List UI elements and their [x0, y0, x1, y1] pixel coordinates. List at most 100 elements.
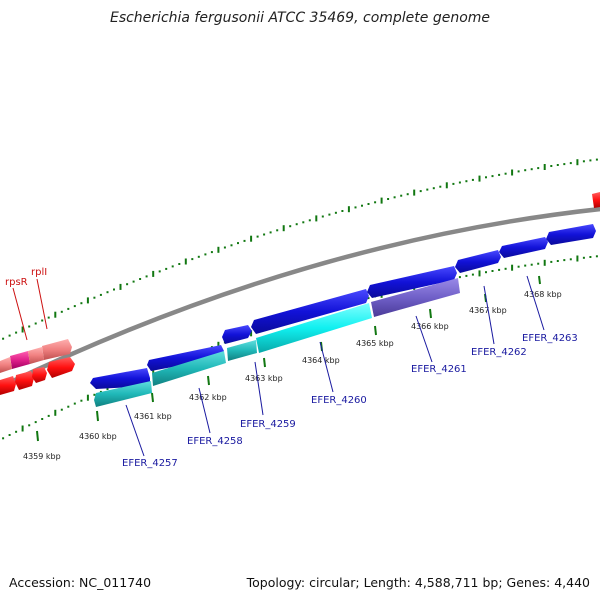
- guide-dot: [563, 259, 566, 262]
- guide-dot: [556, 164, 559, 166]
- guide-dot: [452, 182, 455, 185]
- gene-feature-pink-2: [28, 347, 44, 364]
- guide-dot: [321, 215, 324, 218]
- gene-feature-forward-5: [367, 266, 457, 298]
- scale-tick-label: 4362 kbp: [189, 393, 227, 402]
- guide-dot: [380, 197, 383, 204]
- guide-dot: [361, 204, 363, 207]
- gene-label-efer-4262: EFER_4262: [471, 347, 527, 358]
- guide-dot: [563, 163, 566, 166]
- guide-dot: [406, 193, 409, 196]
- map-title: Escherichia fergusonii ATCC 35469, compl…: [109, 10, 491, 26]
- guide-dot: [582, 256, 585, 259]
- gene-labels: EFER_4257 EFER_4258 EFER_4259 EFER_4260 …: [5, 267, 578, 469]
- gene-label-efer-4260: EFER_4260: [311, 395, 367, 406]
- guide-dot: [341, 210, 344, 212]
- genome-backbone: [0, 206, 600, 390]
- guide-dot: [263, 233, 266, 236]
- guide-dot: [145, 275, 148, 278]
- guide-dot: [67, 405, 70, 408]
- gene-feature-forward-3: [222, 325, 252, 344]
- guide-dot: [491, 270, 494, 272]
- guide-dot: [99, 390, 102, 393]
- gene-feature-rpsr: [10, 351, 30, 369]
- gene-feature-forward-4: [251, 289, 369, 334]
- guide-dot: [126, 283, 129, 286]
- guide-dot: [471, 178, 474, 181]
- guide-dot: [139, 278, 142, 280]
- guide-dot: [217, 341, 220, 348]
- guide-dot: [2, 337, 5, 340]
- guide-dot: [223, 246, 226, 249]
- guide-dot: [217, 246, 220, 253]
- guide-dot: [93, 393, 96, 396]
- guide-dot: [8, 334, 11, 337]
- guide-dot: [158, 270, 161, 273]
- guide-dot: [269, 231, 272, 234]
- guide-dot: [250, 235, 253, 242]
- guide-dot: [550, 165, 553, 167]
- guide-dot: [458, 276, 461, 279]
- guide-dot: [54, 409, 57, 416]
- guide-dot: [595, 158, 598, 161]
- guide-dot: [165, 267, 168, 270]
- guide-dot: [530, 263, 533, 266]
- guide-dot: [106, 291, 109, 294]
- guide-dot: [113, 288, 115, 291]
- guide-dot: [86, 394, 89, 401]
- guide-dot: [530, 168, 533, 171]
- gene-label-efer-4263: EFER_4263: [522, 333, 578, 344]
- guide-dot: [99, 293, 102, 296]
- guide-dot: [41, 418, 44, 420]
- scale-tick-label: 4361 kbp: [134, 412, 172, 421]
- guide-dot: [517, 170, 520, 173]
- guide-dot: [60, 310, 63, 313]
- scale-tick-label: 4364 kbp: [302, 356, 340, 365]
- guide-dot: [367, 203, 370, 205]
- guide-dot: [237, 242, 239, 245]
- guide-dot: [439, 185, 442, 188]
- guide-dot: [504, 172, 507, 175]
- guide-dot: [21, 425, 24, 432]
- guide-dot: [537, 262, 540, 265]
- guide-dot: [204, 253, 207, 256]
- scale-tick-label: 4359 kbp: [23, 452, 61, 461]
- guide-dot: [367, 297, 370, 300]
- guide-dot: [511, 169, 514, 176]
- gene-feature-efer-4261: [371, 278, 460, 317]
- gene-label-efer-4258: EFER_4258: [187, 436, 243, 447]
- guide-dot: [374, 201, 377, 204]
- gene-feature-forward-8: [546, 224, 596, 245]
- guide-dot: [556, 260, 559, 262]
- guide-dot: [485, 176, 487, 179]
- guide-dot: [537, 167, 540, 170]
- gene-feature-pink-1: [0, 357, 12, 373]
- guide-dot: [60, 408, 63, 411]
- guide-dot: [524, 169, 527, 172]
- guide-dot: [478, 270, 481, 277]
- gene-feature-red-3: [32, 367, 47, 383]
- gene-label-efer-4261: EFER_4261: [411, 364, 467, 375]
- guide-dot: [543, 164, 546, 170]
- guide-dot: [184, 258, 187, 265]
- guide-dot: [67, 307, 70, 310]
- guide-dot: [524, 264, 527, 267]
- guide-dot: [589, 159, 592, 162]
- guide-dot: [491, 175, 494, 178]
- guide-dot: [295, 223, 298, 226]
- guide-dot: [465, 274, 468, 277]
- guide-dot: [197, 255, 200, 258]
- gene-feature-red-right: [592, 192, 600, 208]
- guide-dot: [511, 264, 514, 271]
- gene-feature-rpli: [42, 339, 72, 360]
- guide-dot: [80, 302, 83, 305]
- guide-dot: [86, 297, 89, 304]
- guide-dot: [256, 235, 259, 238]
- gene-label-efer-4257: EFER_4257: [122, 458, 178, 469]
- guide-dot: [315, 215, 318, 222]
- guide-dot: [34, 322, 37, 325]
- guide-dot: [289, 225, 292, 228]
- guide-dot: [517, 265, 520, 268]
- guide-dot: [80, 399, 83, 402]
- guide-dot: [73, 305, 76, 308]
